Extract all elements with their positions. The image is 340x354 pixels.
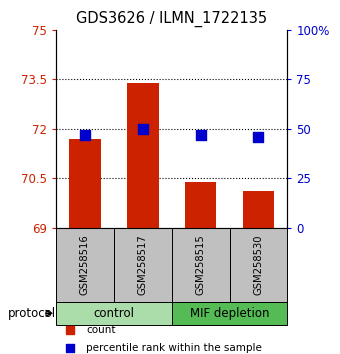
- Bar: [230, 228, 287, 302]
- Bar: [69, 139, 101, 228]
- Text: control: control: [94, 307, 134, 320]
- Text: percentile rank within the sample: percentile rank within the sample: [86, 343, 262, 353]
- Text: count: count: [86, 325, 116, 335]
- Bar: [127, 83, 159, 228]
- Point: [67, 345, 73, 351]
- Title: GDS3626 / ILMN_1722135: GDS3626 / ILMN_1722135: [76, 11, 267, 27]
- Bar: [172, 228, 230, 302]
- Text: protocol: protocol: [8, 307, 56, 320]
- Point: [140, 126, 146, 132]
- Text: GSM258530: GSM258530: [253, 234, 264, 295]
- Text: GSM258516: GSM258516: [80, 234, 90, 295]
- Point: [198, 132, 203, 138]
- Text: GSM258515: GSM258515: [195, 234, 206, 295]
- Point: [67, 327, 73, 333]
- Bar: [185, 182, 217, 228]
- Bar: [242, 192, 274, 228]
- Text: MIF depletion: MIF depletion: [190, 307, 269, 320]
- Point: [256, 134, 261, 139]
- Bar: [172, 302, 287, 325]
- Bar: [56, 302, 172, 325]
- Point: [82, 132, 88, 138]
- Bar: [56, 228, 114, 302]
- Bar: [114, 228, 172, 302]
- Text: GSM258517: GSM258517: [138, 234, 148, 295]
